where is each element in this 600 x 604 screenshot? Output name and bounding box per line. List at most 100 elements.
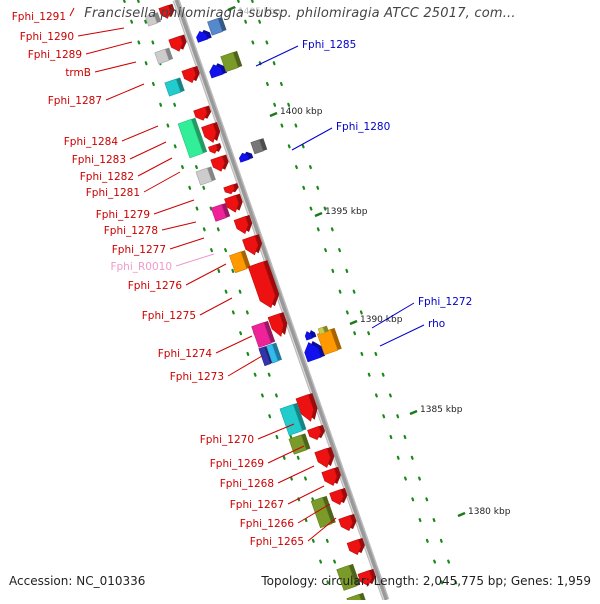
- gene-feature-outer-0[interactable]: [196, 29, 212, 43]
- gene-feature-inner-16[interactable]: [242, 234, 263, 256]
- gene-feature-inner-0[interactable]: [158, 3, 175, 19]
- gene-feature-outer-2-body: [209, 64, 224, 79]
- gene-feature-inner-27[interactable]: [314, 446, 335, 468]
- gene-label-fphi-1283[interactable]: Fphi_1283: [72, 154, 126, 166]
- gene-label-fphi-r0010[interactable]: Fphi_R0010: [110, 261, 172, 273]
- gene-label-fphi-1285[interactable]: Fphi_1285: [302, 39, 356, 51]
- gene-feature-inner-17[interactable]: [229, 250, 251, 274]
- gene-feature-inner-3[interactable]: [154, 47, 174, 65]
- genome-backbone-highlight: [173, 0, 385, 601]
- gene-feature-outer-3[interactable]: [220, 50, 243, 73]
- gene-feature-inner-2[interactable]: [168, 34, 187, 52]
- gene-feature-inner-35[interactable]: [346, 592, 369, 604]
- outer-guide-rail-2: [250, 0, 464, 602]
- gene-feature-outer-1[interactable]: [207, 16, 227, 36]
- gene-feature-inner-4[interactable]: [181, 65, 200, 83]
- gene-feature-inner-30[interactable]: [310, 495, 336, 529]
- gene-feature-inner-12[interactable]: [223, 183, 239, 195]
- label-leader-line: [143, 171, 181, 193]
- gene-feature-outer-8[interactable]: [304, 330, 317, 341]
- gene-feature-inner-5-body: [164, 78, 182, 97]
- label-leader-line: [153, 199, 195, 215]
- gene-feature-inner-18[interactable]: [247, 260, 280, 309]
- gene-feature-inner-8[interactable]: [201, 121, 221, 143]
- gene-feature-outer-6[interactable]: [304, 341, 326, 363]
- gene-feature-inner-15[interactable]: [233, 214, 253, 234]
- gene-feature-inner-34[interactable]: [357, 568, 376, 586]
- gene-feature-inner-6[interactable]: [193, 105, 212, 121]
- gene-label-trmb[interactable]: trmB: [65, 67, 91, 79]
- gene-label-fphi-1273[interactable]: Fphi_1273: [170, 371, 224, 383]
- gene-label-fphi-1282[interactable]: Fphi_1282: [80, 171, 134, 183]
- gene-feature-outer-9[interactable]: [317, 325, 329, 335]
- gene-label-fphi-1266[interactable]: Fphi_1266: [240, 518, 295, 530]
- gene-label-fphi-1287[interactable]: Fphi_1287: [48, 95, 102, 107]
- label-leader-line: [307, 517, 337, 542]
- gene-feature-inner-30-body: [310, 496, 333, 529]
- inner-guide-rail-2: [136, 0, 350, 602]
- guide-rails: [122, 0, 464, 602]
- gene-feature-outer-1-body: [207, 17, 223, 36]
- gene-feature-outer-2[interactable]: [209, 63, 228, 79]
- gene-feature-inner-23[interactable]: [295, 393, 318, 422]
- gene-feature-inner-7[interactable]: [177, 117, 208, 159]
- outer-guide-rail: [236, 0, 450, 602]
- gene-label-fphi-1272[interactable]: Fphi_1272: [418, 296, 472, 308]
- left-labels: Fphi_1291 Fphi_1290 Fphi_1289 trmB Fphi_1287…: [12, 7, 337, 548]
- gene-feature-inner-16-body: [242, 235, 259, 256]
- gene-feature-inner-24-body: [279, 403, 303, 436]
- gene-label-fphi-1268[interactable]: Fphi_1268: [220, 478, 274, 490]
- gene-label-fphi-1290[interactable]: Fphi_1290: [20, 31, 74, 43]
- gene-label-fphi-1275[interactable]: Fphi_1275: [142, 310, 196, 322]
- gene-feature-inner-26-body: [307, 425, 322, 441]
- gene-label-fphi-1280[interactable]: Fphi_1280: [336, 121, 390, 133]
- scale-tick-mark: [269, 111, 278, 118]
- scale-tick-mark: [409, 409, 418, 416]
- gene-feature-inner-1[interactable]: [144, 12, 162, 27]
- gene-feature-outer-7[interactable]: [316, 327, 342, 356]
- topology-text: Topology: circular; Length: 2,045,775 bp…: [261, 574, 591, 588]
- gene-feature-inner-10[interactable]: [210, 154, 229, 172]
- gene-feature-outer-4[interactable]: [238, 151, 254, 163]
- gene-label-fphi-1270[interactable]: Fphi_1270: [200, 434, 254, 446]
- gene-label-fphi-1291[interactable]: Fphi_1291: [12, 11, 66, 23]
- gene-feature-inner-25[interactable]: [288, 433, 311, 455]
- gene-label-fphi-1289[interactable]: Fphi_1289: [28, 49, 82, 61]
- gene-label-rho[interactable]: rho: [428, 318, 445, 330]
- gene-label-fphi-1279[interactable]: Fphi_1279: [96, 209, 150, 221]
- gene-label-fphi-1284[interactable]: Fphi_1284: [64, 136, 119, 148]
- label-leader-line: [257, 423, 295, 440]
- gene-label-fphi-1281[interactable]: Fphi_1281: [86, 187, 140, 199]
- gene-feature-inner-20[interactable]: [251, 320, 276, 348]
- gene-feature-inner-22[interactable]: [266, 342, 283, 364]
- gene-label-fphi-1269[interactable]: Fphi_1269: [210, 458, 264, 470]
- gene-feature-inner-0-body: [158, 4, 171, 19]
- gene-feature-inner-23-body: [295, 394, 314, 422]
- gene-label-fphi-1267[interactable]: Fphi_1267: [230, 499, 284, 511]
- label-leader-line: [137, 157, 173, 177]
- gene-feature-outer-5[interactable]: [250, 138, 268, 155]
- gene-feature-outer-4-body: [238, 152, 250, 163]
- gene-label-fphi-1265[interactable]: Fphi_1265: [250, 536, 304, 548]
- gene-feature-inner-14[interactable]: [210, 202, 231, 222]
- gene-feature-inner-24[interactable]: [279, 402, 307, 436]
- gene-feature-inner-13[interactable]: [224, 193, 243, 213]
- gene-feature-inner-33[interactable]: [336, 563, 361, 591]
- gene-feature-inner-28[interactable]: [321, 466, 341, 486]
- gene-feature-inner-31[interactable]: [338, 513, 357, 531]
- gene-feature-inner-1-body: [144, 13, 158, 27]
- gene-feature-inner-5[interactable]: [164, 77, 185, 97]
- gene-label-fphi-1277[interactable]: Fphi_1277: [112, 244, 166, 256]
- gene-label-fphi-1274[interactable]: Fphi_1274: [158, 348, 213, 360]
- gene-feature-inner-26[interactable]: [307, 424, 326, 441]
- gene-feature-inner-9[interactable]: [208, 143, 222, 154]
- gene-feature-inner-29[interactable]: [329, 487, 348, 505]
- gene-feature-inner-11[interactable]: [195, 166, 216, 186]
- gene-feature-inner-19[interactable]: [267, 312, 288, 337]
- gene-feature-inner-32[interactable]: [346, 537, 365, 555]
- gene-label-fphi-1276[interactable]: Fphi_1276: [128, 280, 183, 292]
- gene-label-fphi-1278[interactable]: Fphi_1278: [104, 225, 158, 237]
